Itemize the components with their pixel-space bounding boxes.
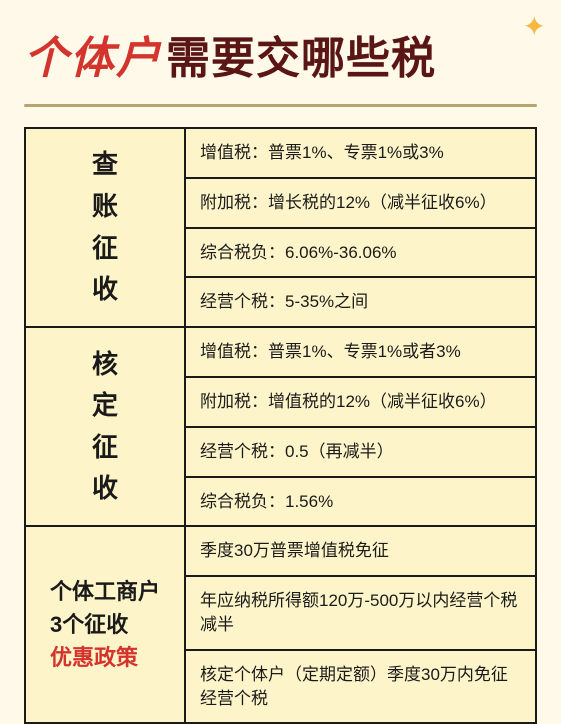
table-row: 附加税：增值税的12%（减半征收6%）	[186, 378, 535, 428]
title-main: 需要交哪些税	[166, 22, 436, 86]
section-rows: 季度30万普票增值税免征 年应纳税所得额120万-500万以内经营个税减半 核定…	[186, 527, 535, 722]
table-row: 综合税负：1.56%	[186, 478, 535, 526]
section-assessed-collection: 核 定 征 收 增值税：普票1%、专票1%或者3% 附加税：增值税的12%（减半…	[26, 328, 535, 527]
section-label: 查 账 征 收	[26, 129, 186, 326]
label-char: 核	[92, 344, 118, 386]
table-row: 综合税负：6.06%-36.06%	[186, 229, 535, 279]
label-char: 征	[92, 228, 118, 270]
section-label: 个体工商户 3个征收 优惠政策	[26, 527, 186, 722]
table-row: 季度30万普票增值税免征	[186, 527, 535, 577]
table-row: 经营个税：5-35%之间	[186, 278, 535, 326]
policy-label-line: 个体工商户	[50, 575, 160, 608]
section-label: 核 定 征 收	[26, 328, 186, 525]
table-row: 核定个体户（定期定额）季度30万内免征经营个税	[186, 651, 535, 723]
section-rows: 增值税：普票1%、专票1%或3% 附加税：增长税的12%（减半征收6%） 综合税…	[186, 129, 535, 326]
policy-label-highlight: 优惠政策	[50, 641, 160, 674]
label-char: 账	[92, 186, 118, 228]
label-char: 征	[92, 427, 118, 469]
table-row: 经营个税：0.5（再减半）	[186, 428, 535, 478]
title-highlight: 个体户	[24, 22, 162, 86]
table-row: 附加税：增长税的12%（减半征收6%）	[186, 179, 535, 229]
section-preferential-policy: 个体工商户 3个征收 优惠政策 季度30万普票增值税免征 年应纳税所得额120万…	[26, 527, 535, 722]
tax-table: 查 账 征 收 增值税：普票1%、专票1%或3% 附加税：增长税的12%（减半征…	[24, 127, 537, 724]
label-char: 收	[92, 269, 118, 311]
page-header: 个体户 需要交哪些税	[0, 0, 561, 104]
section-audit-collection: 查 账 征 收 增值税：普票1%、专票1%或3% 附加税：增长税的12%（减半征…	[26, 129, 535, 328]
label-char: 查	[92, 144, 118, 186]
sparkle-decor: ✦	[523, 10, 546, 43]
title-underline	[24, 104, 537, 107]
section-rows: 增值税：普票1%、专票1%或者3% 附加税：增值税的12%（减半征收6%） 经营…	[186, 328, 535, 525]
table-row: 增值税：普票1%、专票1%或3%	[186, 129, 535, 179]
table-row: 年应纳税所得额120万-500万以内经营个税减半	[186, 577, 535, 651]
table-row: 增值税：普票1%、专票1%或者3%	[186, 328, 535, 378]
policy-label-line: 3个征收	[50, 608, 160, 641]
label-char: 定	[92, 385, 118, 427]
label-char: 收	[92, 468, 118, 510]
